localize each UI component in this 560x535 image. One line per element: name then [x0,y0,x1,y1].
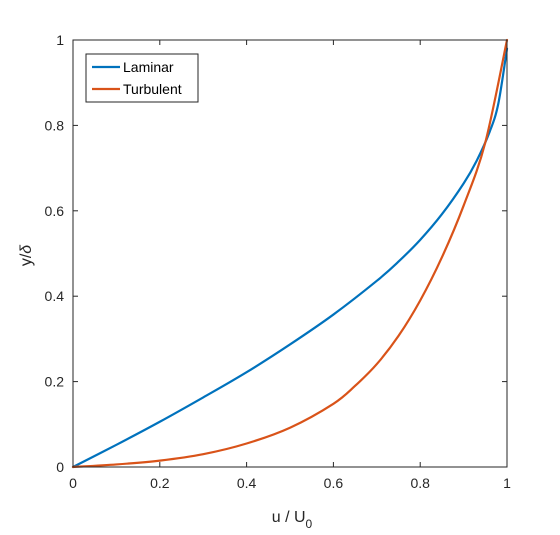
legend-label-laminar: Laminar [123,59,174,75]
y-tick-label: 0.4 [45,288,65,304]
x-tick-label: 0 [69,475,77,491]
x-axis-label-subscript: 0 [306,517,313,531]
y-tick-label: 0.8 [45,117,65,133]
x-tick-label: 1 [503,475,511,491]
x-tick-label: 0.8 [410,475,430,491]
y-tick-label: 0 [56,459,64,475]
y-axis-label: y/δ [18,244,35,266]
plot-area-box [72,39,508,468]
x-tick-label: 0.2 [150,475,170,491]
x-tick-label: 0.6 [324,475,344,491]
legend-label-turbulent: Turbulent [123,81,182,97]
series-layer [71,38,509,469]
series-line-turbulent [71,38,509,469]
legend-box [85,53,199,103]
y-tick-label: 0.6 [45,203,65,219]
x-axis-label: u / U0 [272,509,313,531]
x-axis-label-main: u / U [272,509,306,526]
legend: Laminar Turbulent [85,53,199,103]
x-tick-label: 0.4 [237,475,257,491]
y-axis-label-symbol: δ [18,244,35,254]
y-tick-label: 0.2 [45,374,65,390]
tick-layer: 0 0.2 0.4 0.6 0.8 1 0 0.2 0.4 0.6 0.8 1 [45,32,512,491]
y-tick-label: 1 [56,32,64,48]
y-axis-label-main: y/ [18,253,35,266]
